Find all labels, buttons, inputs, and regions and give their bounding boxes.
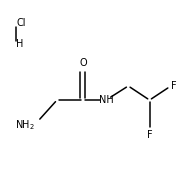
Text: H: H (16, 39, 24, 49)
Text: F: F (171, 81, 177, 91)
Text: NH: NH (99, 95, 113, 105)
Text: F: F (147, 130, 152, 140)
Text: Cl: Cl (16, 18, 26, 28)
Text: O: O (79, 58, 87, 68)
Text: NH$_2$: NH$_2$ (15, 118, 35, 132)
